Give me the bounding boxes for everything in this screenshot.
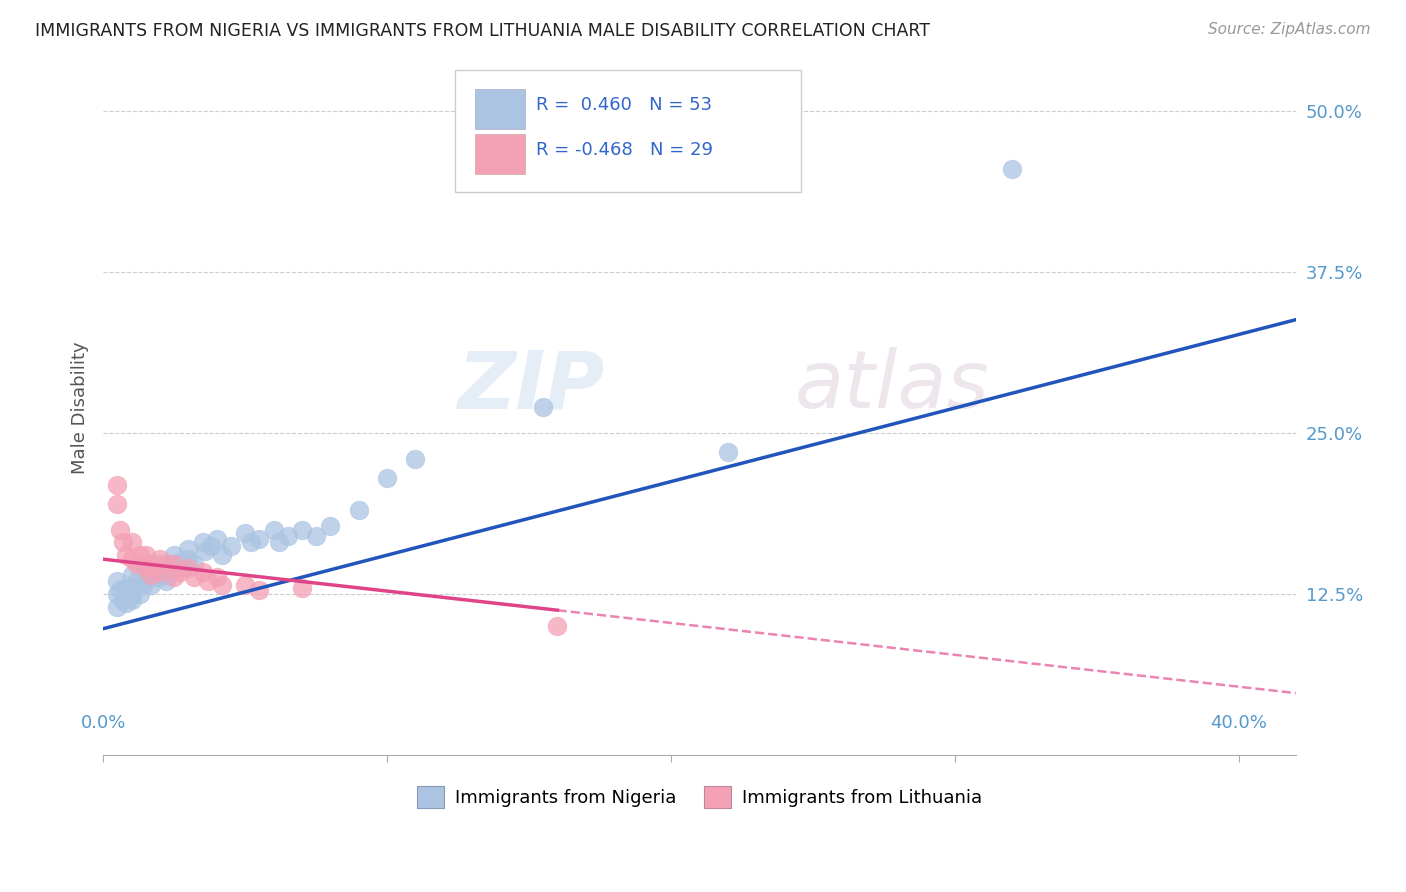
- Point: [155, 558, 177, 572]
- Point: [121, 581, 143, 595]
- Text: 0.0%: 0.0%: [80, 714, 125, 731]
- Text: Source: ZipAtlas.com: Source: ZipAtlas.com: [1208, 22, 1371, 37]
- Point: [135, 549, 157, 563]
- Point: [717, 445, 740, 459]
- Point: [129, 549, 152, 563]
- Point: [115, 549, 138, 563]
- Point: [127, 558, 149, 572]
- Point: [129, 587, 152, 601]
- Point: [531, 401, 554, 415]
- Point: [169, 565, 191, 579]
- Point: [169, 555, 191, 569]
- Point: [135, 561, 157, 575]
- Point: [121, 567, 143, 582]
- Point: [149, 570, 172, 584]
- Point: [239, 535, 262, 549]
- Text: R =  0.460   N = 53: R = 0.460 N = 53: [536, 95, 713, 114]
- Text: 40.0%: 40.0%: [1211, 714, 1267, 731]
- Point: [111, 593, 134, 607]
- Point: [546, 619, 568, 633]
- Point: [405, 451, 427, 466]
- Point: [152, 565, 174, 579]
- Point: [347, 503, 370, 517]
- Point: [121, 587, 143, 601]
- Point: [157, 567, 180, 582]
- Point: [149, 565, 172, 579]
- Text: ZIP: ZIP: [457, 347, 605, 425]
- Point: [138, 567, 160, 582]
- Point: [205, 570, 228, 584]
- Point: [183, 570, 205, 584]
- Text: R = -0.468   N = 29: R = -0.468 N = 29: [536, 141, 713, 159]
- FancyBboxPatch shape: [475, 89, 526, 129]
- Point: [121, 552, 143, 566]
- Point: [163, 570, 186, 584]
- Point: [200, 539, 222, 553]
- Legend: Immigrants from Nigeria, Immigrants from Lithuania: Immigrants from Nigeria, Immigrants from…: [411, 779, 988, 815]
- Point: [105, 587, 128, 601]
- Point: [205, 532, 228, 546]
- Point: [291, 581, 314, 595]
- Point: [191, 535, 214, 549]
- Point: [141, 567, 163, 582]
- Text: IMMIGRANTS FROM NIGERIA VS IMMIGRANTS FROM LITHUANIA MALE DISABILITY CORRELATION: IMMIGRANTS FROM NIGERIA VS IMMIGRANTS FR…: [35, 22, 931, 40]
- FancyBboxPatch shape: [475, 134, 526, 174]
- Point: [118, 591, 141, 605]
- Point: [115, 596, 138, 610]
- Point: [172, 561, 194, 575]
- Y-axis label: Male Disability: Male Disability: [72, 341, 89, 474]
- Point: [177, 561, 200, 575]
- Point: [219, 539, 242, 553]
- Point: [163, 558, 186, 572]
- Point: [247, 532, 270, 546]
- Point: [105, 574, 128, 588]
- Point: [263, 523, 285, 537]
- FancyBboxPatch shape: [456, 70, 801, 192]
- Point: [233, 578, 256, 592]
- Point: [277, 529, 299, 543]
- Point: [149, 552, 172, 566]
- Point: [291, 523, 314, 537]
- Point: [111, 535, 134, 549]
- Point: [138, 558, 160, 572]
- Point: [121, 535, 143, 549]
- Point: [135, 574, 157, 588]
- Point: [143, 570, 166, 584]
- Point: [155, 574, 177, 588]
- Point: [127, 574, 149, 588]
- Point: [105, 497, 128, 511]
- Point: [163, 558, 186, 572]
- Point: [233, 526, 256, 541]
- Point: [183, 558, 205, 572]
- Point: [191, 565, 214, 579]
- Point: [305, 529, 328, 543]
- Point: [105, 599, 128, 614]
- Point: [197, 574, 219, 588]
- Text: atlas: atlas: [794, 347, 990, 425]
- Point: [149, 558, 172, 572]
- Point: [247, 583, 270, 598]
- Point: [135, 561, 157, 575]
- Point: [108, 583, 131, 598]
- Point: [115, 581, 138, 595]
- Point: [177, 541, 200, 556]
- Point: [105, 477, 128, 491]
- Point: [1001, 162, 1024, 177]
- Point: [211, 549, 233, 563]
- Point: [269, 535, 291, 549]
- Point: [319, 518, 342, 533]
- Point: [108, 523, 131, 537]
- Point: [194, 544, 217, 558]
- Point: [163, 549, 186, 563]
- Point: [132, 578, 155, 592]
- Point: [121, 593, 143, 607]
- Point: [141, 578, 163, 592]
- Point: [211, 578, 233, 592]
- Point: [177, 552, 200, 566]
- Point: [375, 471, 398, 485]
